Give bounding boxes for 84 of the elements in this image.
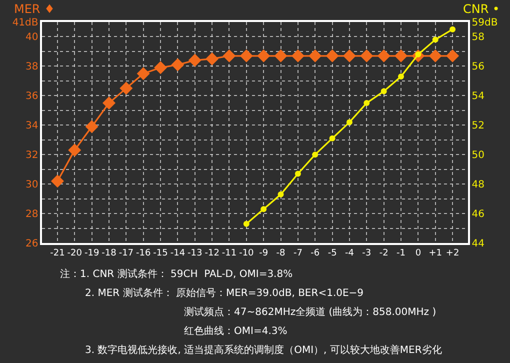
point: [278, 191, 284, 198]
text: 2. MER 测试条件： 原始信号：MER=39.0dB, BER<1.0E−9: [85, 287, 364, 299]
point: [346, 119, 352, 126]
x-tick-label: -15: [153, 248, 168, 259]
y2-tick-label: 52: [472, 120, 484, 132]
point: [380, 88, 387, 94]
y-tick-label: 30: [26, 180, 38, 191]
y-tick-label: 34: [26, 120, 38, 132]
point: [364, 100, 370, 106]
x-tick-label: -11: [222, 248, 237, 259]
point: [102, 96, 116, 110]
y2-tick-label: 56: [472, 62, 484, 73]
x-tick-label: +1: [428, 248, 442, 259]
y2-tick-label: 48: [472, 180, 484, 191]
x-tick-label: -1: [396, 248, 406, 259]
y2-tick-label: 54: [472, 91, 484, 102]
x-tick-label: -9: [259, 248, 268, 259]
x-tick-label: -7: [293, 248, 302, 259]
y-tick-label: 36: [26, 91, 38, 102]
x-tick-label: -17: [118, 248, 134, 259]
x-tick-label: -2: [379, 248, 388, 259]
point: [85, 120, 98, 134]
y2-tick-label: 50: [472, 150, 484, 162]
text: 测试频点：47~862MHz全频道 (曲线为：858.00MHz ): [184, 306, 436, 318]
x-tick-label: +2: [446, 248, 460, 259]
y2-axis-title: CNR •: [463, 2, 500, 16]
text: 注：1. CNR 测试条件： 59CH PAL-D, OMI=3.8%: [60, 268, 293, 280]
x-tick-label: -10: [239, 248, 254, 259]
y2-tick-label: 44: [472, 238, 484, 250]
x-tick-label: -14: [170, 248, 186, 259]
y2-tick-label: 58: [472, 32, 484, 44]
x-tick-label: -16: [136, 248, 151, 259]
point: [312, 152, 318, 158]
point: [342, 49, 356, 62]
point: [308, 49, 322, 62]
y-tick-label: 40: [26, 32, 38, 44]
y2-tick-label: 59dB: [472, 18, 498, 28]
point: [222, 49, 236, 62]
point: [394, 49, 408, 62]
point: [243, 220, 250, 227]
point: [154, 61, 168, 74]
point: [260, 206, 267, 212]
point: [206, 52, 219, 66]
y2-tick-label: 46: [472, 209, 484, 220]
text: 3. 数字电视低光接收, 适当提高系统的调制度（OMI）, 可以较大地改善MER劣化: [85, 344, 442, 356]
point: [428, 49, 442, 62]
point: [120, 82, 133, 95]
point: [446, 49, 460, 62]
x-tick-label: -21: [50, 248, 65, 259]
x-tick-label: 0: [415, 248, 422, 259]
point: [257, 49, 270, 62]
point: [398, 74, 404, 80]
point: [294, 170, 301, 177]
y-tick-label: 38: [26, 62, 38, 73]
y-tick-label: 41dB: [12, 18, 38, 28]
point: [450, 26, 456, 32]
y-tick-label: 28: [26, 209, 38, 220]
x-tick-label: -12: [204, 248, 220, 259]
text: 红色曲线：OMI=4.3%: [184, 325, 288, 337]
x-tick-label: -5: [328, 248, 337, 259]
point: [171, 58, 184, 72]
point: [136, 67, 150, 80]
point: [291, 49, 304, 62]
x-tick-label: -18: [102, 248, 117, 259]
x-tick-label: -13: [188, 248, 202, 259]
x-tick-label: -4: [344, 248, 354, 259]
point: [188, 54, 202, 67]
point: [274, 49, 288, 62]
x-tick-label: -6: [310, 248, 320, 259]
y-tick-label: 26: [26, 238, 38, 250]
x-tick-label: -8: [276, 248, 286, 259]
y-tick-label: 32: [26, 150, 38, 162]
y-axis-title: MER ♦: [14, 2, 55, 16]
x-tick-label: -20: [67, 248, 82, 259]
x-tick-label: -19: [84, 248, 100, 259]
point: [360, 49, 374, 62]
point: [377, 49, 390, 62]
point: [240, 49, 253, 62]
point: [432, 36, 438, 43]
point: [326, 49, 339, 62]
point: [50, 174, 64, 188]
x-tick-label: -3: [362, 248, 372, 259]
point: [329, 135, 336, 142]
point: [68, 144, 82, 157]
